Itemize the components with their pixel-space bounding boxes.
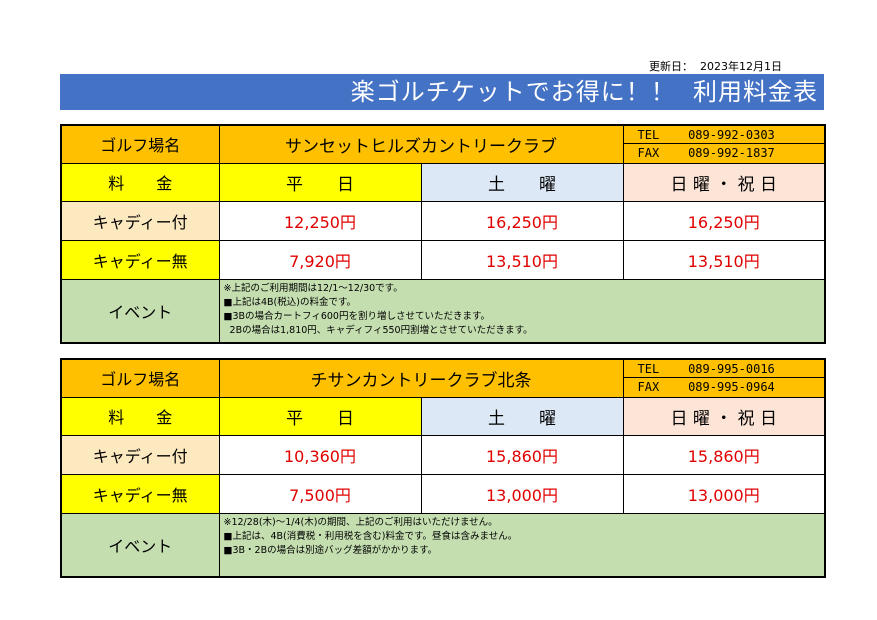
event-row: イベント ※上記のご利用期間は12/1～12/30です。 ■上記は4B(税込)の… [60,278,826,344]
event-note: ■3B・2Bの場合は別途バッグ差額がかかります。 [223,544,438,556]
price-saturday: 13,000円 [420,473,624,514]
table-row-caddie-with: キャディー付 12,250円 16,250円 16,250円 [60,200,826,241]
row-label-without-caddie: キャディー無 [60,239,220,280]
event-label: イベント [60,278,220,344]
event-row: イベント ※12/28(木)～1/4(木)の期間、上記のご利用はいただけません。… [60,512,826,578]
price-table-chisan-hojo: ゴルフ場名 チサンカントリークラブ北条 TEL 089-995-0016 FAX… [60,358,826,578]
course-header-row: ゴルフ場名 サンセットヒルズカントリークラブ TEL 089-992-0303 … [60,124,826,164]
price-holiday: 13,510円 [622,239,826,280]
event-note: ■3Bの場合カートフィ600円を割り増しさせていただきます。 [223,310,491,322]
table-row-caddie-without: キャディー無 7,920円 13,510円 13,510円 [60,239,826,280]
tel-number: TEL 089-995-0016 [624,360,824,379]
contact-cell: TEL 089-992-0303 FAX 089-992-1837 [622,124,826,164]
golf-course-name: サンセットヒルズカントリークラブ [218,124,624,164]
price-weekday: 10,360円 [218,434,422,475]
tel-number: TEL 089-992-0303 [624,126,824,145]
price-header-row: 料 金 平 日 土 曜 日 曜 ・ 祝 日 [60,396,826,436]
table-row-caddie-with: キャディー付 10,360円 15,860円 15,860円 [60,434,826,475]
price-weekday: 7,500円 [218,473,422,514]
updated-date: 更新日： 2023年12月1日 [649,60,782,73]
table-row-caddie-without: キャディー無 7,500円 13,000円 13,000円 [60,473,826,514]
event-note: ※上記のご利用期間は12/1～12/30です。 [223,282,403,294]
golf-course-name-label: ゴルフ場名 [60,358,220,398]
holiday-header: 日 曜 ・ 祝 日 [622,396,826,436]
golf-course-name: チサンカントリークラブ北条 [218,358,624,398]
event-note: ■上記は、4B(消費税・利用税を含む)料金です。昼食は含みません。 [223,530,518,542]
price-saturday: 13,510円 [420,239,624,280]
contact-cell: TEL 089-995-0016 FAX 089-995-0964 [622,358,826,398]
fax-number: FAX 089-995-0964 [637,380,775,395]
row-label-with-caddie: キャディー付 [60,434,220,475]
event-notes: ※上記のご利用期間は12/1～12/30です。 ■上記は4B(税込)の料金です。… [218,278,826,344]
price-label: 料 金 [60,396,220,436]
price-label: 料 金 [60,162,220,202]
price-holiday: 16,250円 [622,200,826,241]
price-table-sunset-hills: ゴルフ場名 サンセットヒルズカントリークラブ TEL 089-992-0303 … [60,124,826,344]
row-label-with-caddie: キャディー付 [60,200,220,241]
saturday-header: 土 曜 [420,162,624,202]
event-notes: ※12/28(木)～1/4(木)の期間、上記のご利用はいただけません。 ■上記は… [218,512,826,578]
event-note: 2Bの場合は1,810円、キャディフィ550円割増とさせていただきます。 [223,324,533,336]
price-weekday: 7,920円 [218,239,422,280]
price-saturday: 15,860円 [420,434,624,475]
course-header-row: ゴルフ場名 チサンカントリークラブ北条 TEL 089-995-0016 FAX… [60,358,826,398]
golf-course-name-label: ゴルフ場名 [60,124,220,164]
price-holiday: 15,860円 [622,434,826,475]
price-holiday: 13,000円 [622,473,826,514]
price-saturday: 16,250円 [420,200,624,241]
event-label: イベント [60,512,220,578]
weekday-header: 平 日 [218,396,422,436]
weekday-header: 平 日 [218,162,422,202]
event-note: ※12/28(木)～1/4(木)の期間、上記のご利用はいただけません。 [223,516,498,528]
saturday-header: 土 曜 [420,396,624,436]
fax-number: FAX 089-992-1837 [637,146,775,161]
price-weekday: 12,250円 [218,200,422,241]
holiday-header: 日 曜 ・ 祝 日 [622,162,826,202]
price-header-row: 料 金 平 日 土 曜 日 曜 ・ 祝 日 [60,162,826,202]
row-label-without-caddie: キャディー無 [60,473,220,514]
event-note: ■上記は4B(税込)の料金です。 [223,296,357,308]
page-title-banner: 楽ゴルチケットでお得に！！ 利用料金表 [60,74,824,110]
